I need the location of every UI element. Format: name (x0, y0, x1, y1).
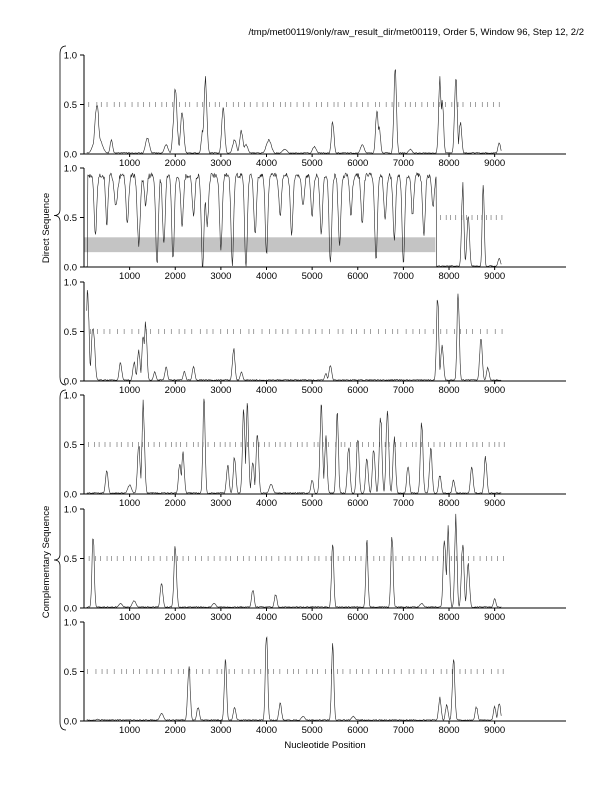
series-line (86, 398, 502, 495)
x-tick-label: 5000 (302, 498, 323, 509)
x-tick-label: 8000 (438, 158, 459, 169)
y-tick-label: 1.0 (64, 391, 77, 402)
y-tick-label: 1.0 (64, 164, 77, 175)
x-tick-label: 3000 (210, 612, 231, 623)
x-axis-label: Nucleotide Position (284, 740, 365, 751)
x-tick-label: 4000 (256, 498, 277, 509)
y-tick-label: 0.0 (64, 263, 77, 274)
x-tick-label: 6000 (347, 158, 368, 169)
series-line (86, 68, 502, 155)
x-tick-label: 1000 (119, 158, 140, 169)
x-tick-label: 7000 (393, 725, 414, 736)
x-tick-label: 8000 (438, 385, 459, 396)
x-tick-label: 3000 (210, 158, 231, 169)
x-tick-label: 9000 (484, 498, 505, 509)
x-tick-label: 9000 (484, 158, 505, 169)
x-tick-label: 6000 (347, 612, 368, 623)
y-tick-label: 1.0 (64, 51, 77, 62)
x-tick-label: 1000 (119, 385, 140, 396)
shaded-band (84, 237, 436, 253)
x-tick-label: 5000 (302, 612, 323, 623)
x-tick-label: 2000 (165, 498, 186, 509)
x-tick-label: 1000 (119, 612, 140, 623)
y-tick-label: 0.5 (64, 667, 77, 678)
x-tick-label: 2000 (165, 271, 186, 282)
y-tick-label: 1.0 (64, 505, 77, 516)
x-tick-label: 7000 (393, 385, 414, 396)
page-title: /tmp/met00119/only/raw_result_dir/met001… (248, 27, 585, 38)
x-tick-label: 8000 (438, 271, 459, 282)
x-tick-label: 4000 (256, 385, 277, 396)
x-tick-label: 3000 (210, 271, 231, 282)
x-tick-label: 3000 (210, 498, 231, 509)
x-tick-label: 4000 (256, 271, 277, 282)
y-tick-label: 0.5 (64, 213, 77, 224)
y-tick-label: 0.0 (64, 150, 77, 161)
x-tick-label: 5000 (302, 158, 323, 169)
x-tick-label: 9000 (484, 271, 505, 282)
y-tick-label: 1.0 (64, 278, 77, 289)
x-tick-label: 2000 (165, 725, 186, 736)
direct-sequence-label: Direct Sequence (41, 193, 52, 263)
series-line (86, 289, 502, 382)
x-tick-label: 1000 (119, 271, 140, 282)
x-tick-label: 6000 (347, 725, 368, 736)
series-line (86, 172, 502, 267)
x-tick-label: 3000 (210, 725, 231, 736)
y-tick-label: 0.5 (64, 327, 77, 338)
x-tick-label: 1000 (119, 725, 140, 736)
x-tick-label: 9000 (484, 612, 505, 623)
complementary-sequence-label: Complementary Sequence (41, 506, 52, 618)
complementary-sequence-brace (53, 389, 67, 731)
y-tick-label: 0.0 (64, 717, 77, 728)
x-tick-label: 9000 (484, 385, 505, 396)
series-line (86, 513, 502, 609)
direct-sequence-brace (53, 45, 67, 386)
x-tick-label: 8000 (438, 725, 459, 736)
x-tick-label: 5000 (302, 385, 323, 396)
x-tick-label: 9000 (484, 725, 505, 736)
x-tick-label: 5000 (302, 725, 323, 736)
y-tick-label: 0.0 (64, 377, 77, 388)
x-tick-label: 5000 (302, 271, 323, 282)
x-tick-label: 3000 (210, 385, 231, 396)
x-tick-label: 2000 (165, 158, 186, 169)
x-tick-label: 4000 (256, 725, 277, 736)
y-tick-label: 0.5 (64, 554, 77, 565)
x-tick-label: 4000 (256, 612, 277, 623)
y-tick-label: 0.0 (64, 490, 77, 501)
x-tick-label: 6000 (347, 498, 368, 509)
x-tick-label: 4000 (256, 158, 277, 169)
x-tick-label: 6000 (347, 271, 368, 282)
y-tick-label: 0.0 (64, 604, 77, 615)
x-tick-label: 2000 (165, 385, 186, 396)
x-tick-label: 7000 (393, 498, 414, 509)
y-tick-label: 1.0 (64, 618, 77, 629)
x-tick-label: 2000 (165, 612, 186, 623)
x-tick-label: 7000 (393, 158, 414, 169)
x-tick-label: 7000 (393, 612, 414, 623)
x-tick-label: 7000 (393, 271, 414, 282)
x-tick-label: 8000 (438, 612, 459, 623)
x-tick-label: 8000 (438, 498, 459, 509)
series-line (86, 636, 502, 722)
x-tick-label: 1000 (119, 498, 140, 509)
y-tick-label: 0.5 (64, 100, 77, 111)
y-tick-label: 0.5 (64, 440, 77, 451)
x-tick-label: 6000 (347, 385, 368, 396)
